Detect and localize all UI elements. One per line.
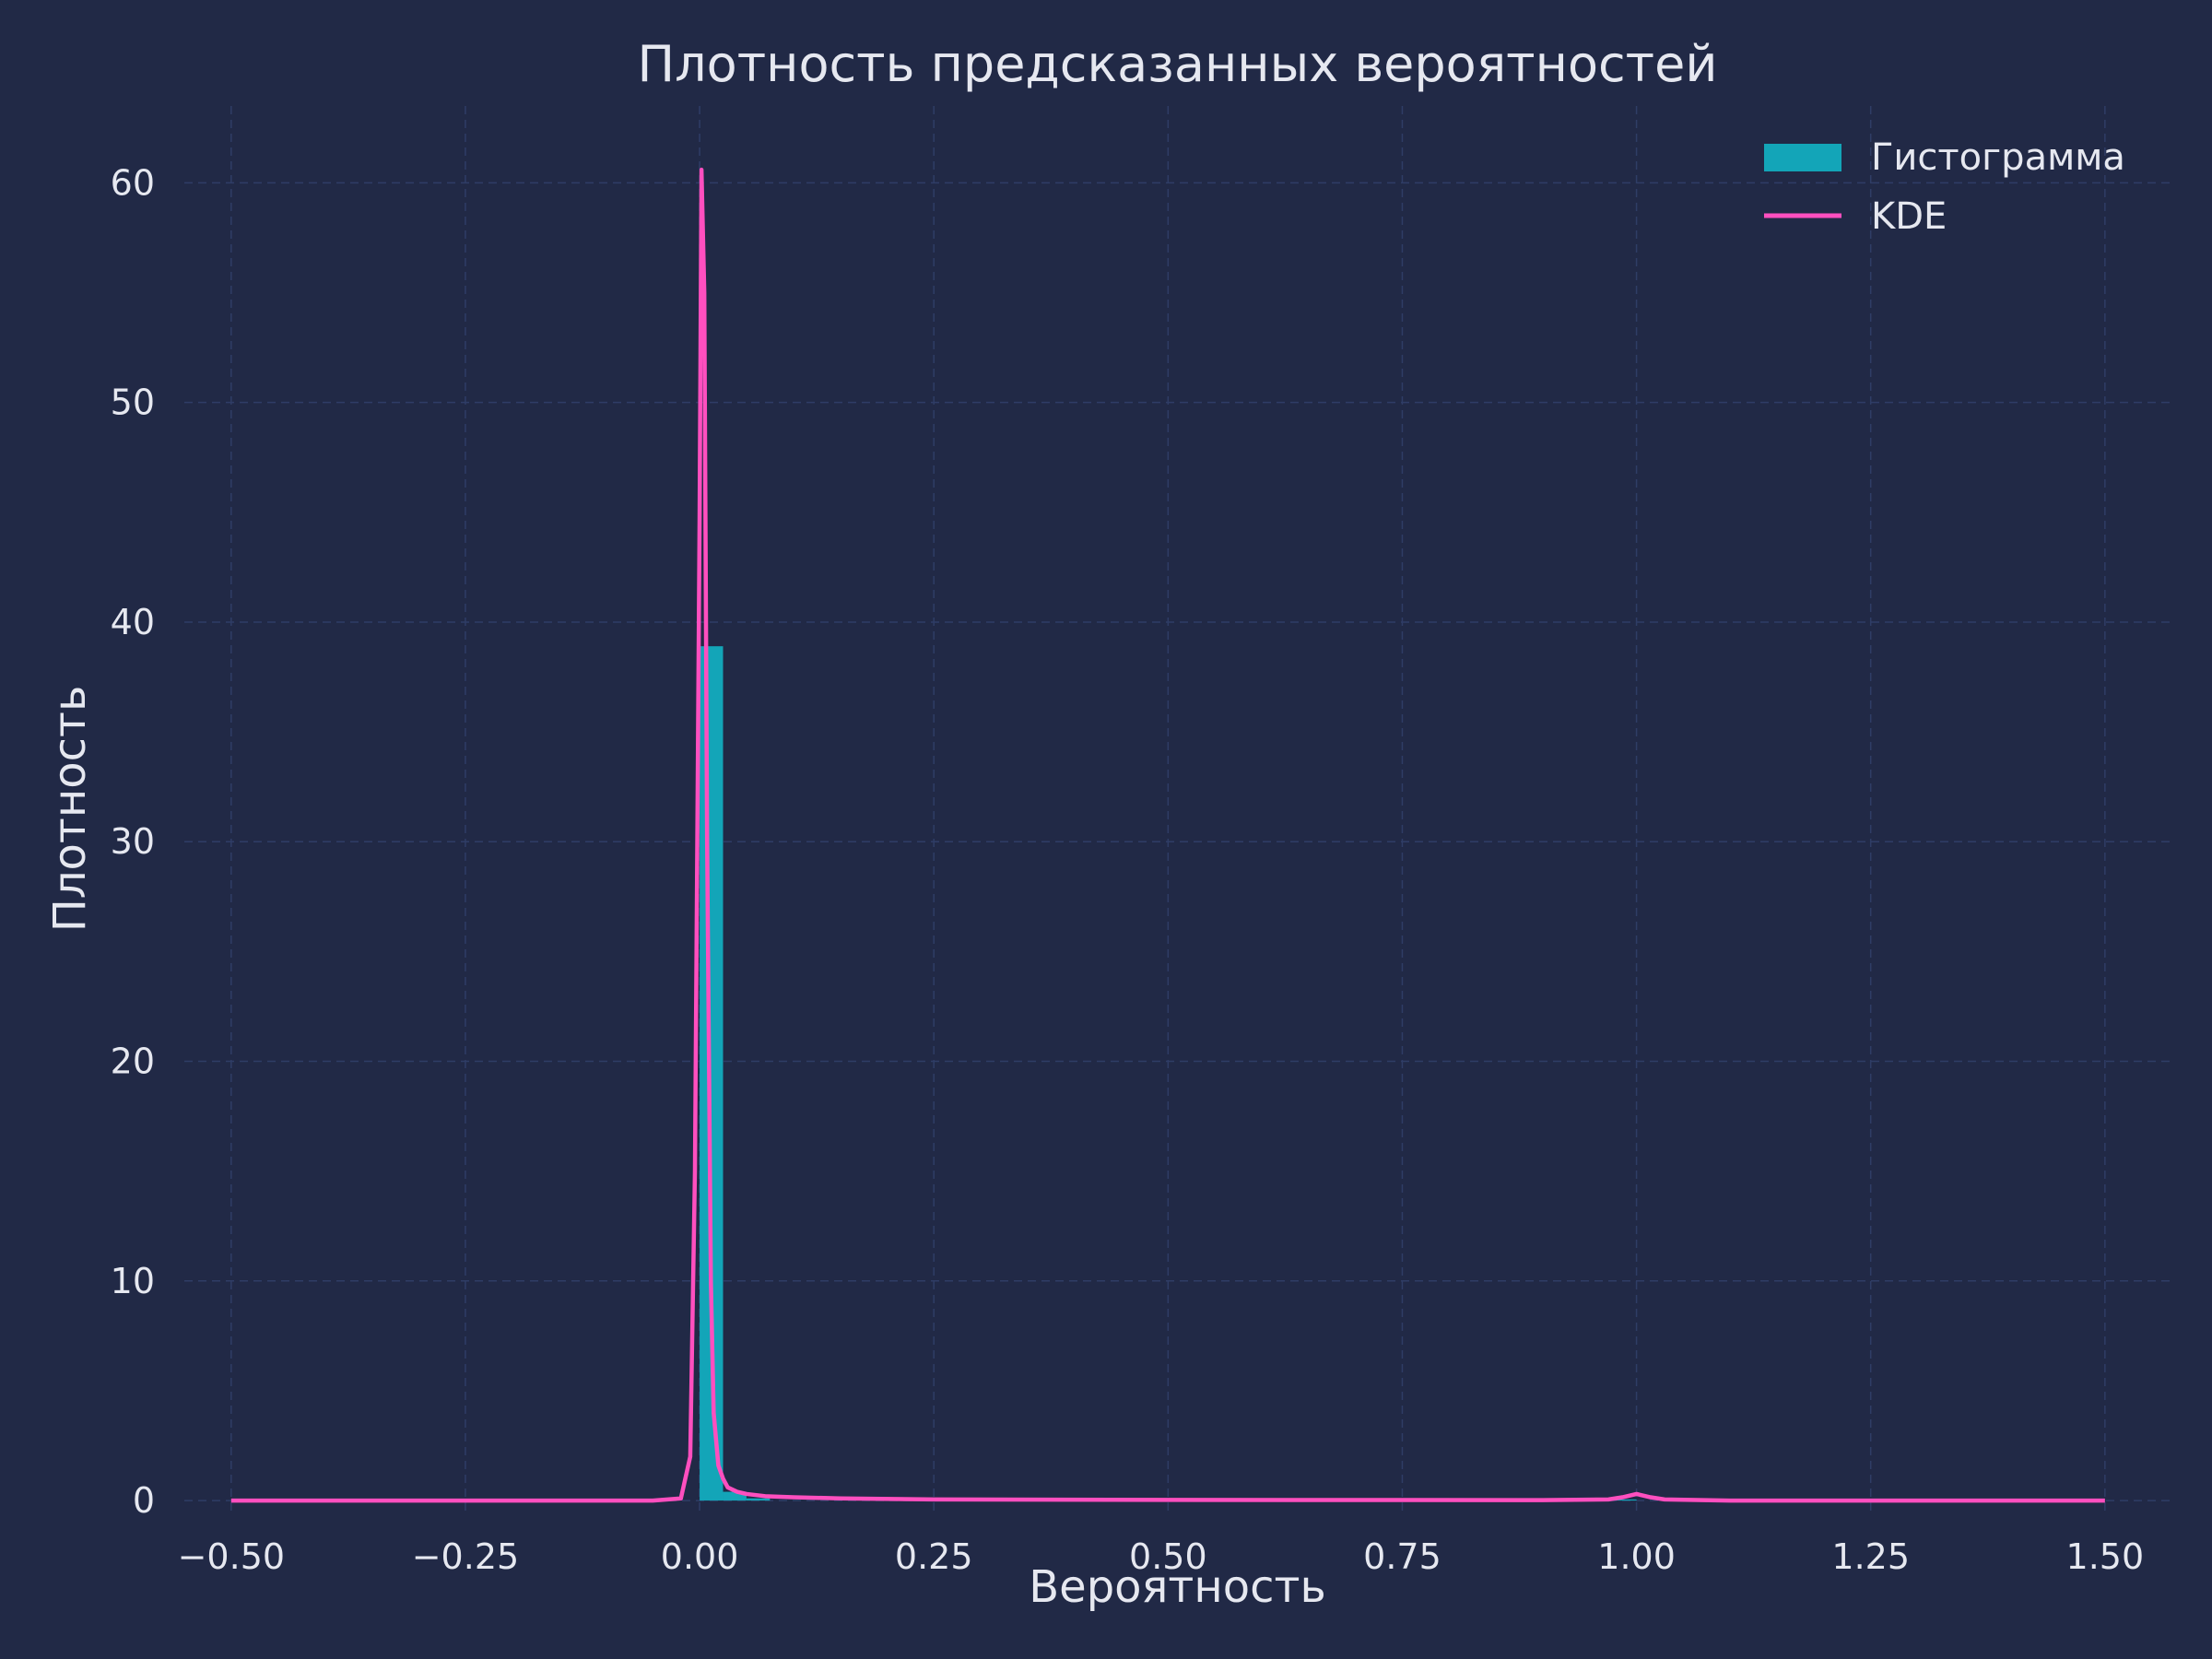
x-axis-label: Вероятность (1029, 1561, 1326, 1613)
x-tick-label: −0.25 (412, 1536, 519, 1577)
y-tick-label: 30 (111, 821, 155, 862)
y-tick-label: 60 (111, 162, 155, 203)
legend-histogram-label: Гистограмма (1871, 136, 2125, 179)
x-tick-label: 0.50 (1129, 1536, 1207, 1577)
y-tick-label: 0 (133, 1480, 155, 1521)
legend-histogram-swatch (1764, 144, 1841, 171)
x-tick-label: 1.25 (1831, 1536, 1910, 1577)
x-tick-label: 0.75 (1363, 1536, 1441, 1577)
y-axis-ticks: 0 10 20 30 40 50 60 (111, 162, 155, 1521)
x-tick-label: 1.50 (2066, 1536, 2145, 1577)
x-axis-ticks: −0.50 −0.25 0.00 0.25 0.50 0.75 1.00 1.25 1.50 (178, 1536, 2145, 1577)
legend: Гистограмма KDE (1764, 136, 2125, 238)
x-tick-label: 1.00 (1597, 1536, 1676, 1577)
y-tick-label: 50 (111, 382, 155, 423)
grid-lines (184, 106, 2171, 1512)
legend-kde-label: KDE (1871, 195, 1947, 238)
kde-line (230, 167, 2105, 1503)
y-axis-label: Плотность (44, 686, 96, 933)
y-tick-label: 40 (111, 602, 155, 642)
y-tick-label: 20 (111, 1041, 155, 1082)
x-tick-label: −0.50 (178, 1536, 285, 1577)
histogram-bar (723, 1491, 747, 1501)
histogram-bar (746, 1498, 771, 1501)
y-tick-label: 10 (111, 1261, 155, 1301)
x-tick-label: 0.00 (661, 1536, 739, 1577)
x-tick-label: 0.25 (895, 1536, 973, 1577)
chart-title: Плотность предсказанных вероятностей (638, 35, 1718, 93)
